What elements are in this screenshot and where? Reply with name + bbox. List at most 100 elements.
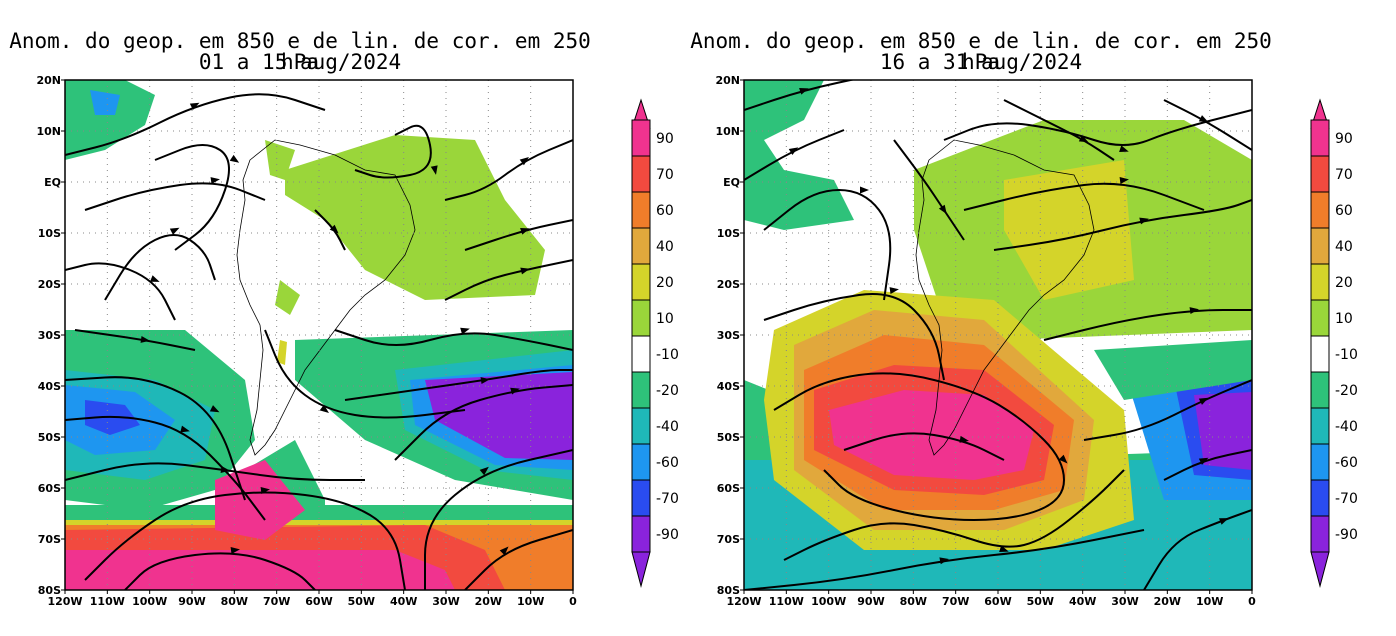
- colorbar-label: -40: [1335, 419, 1358, 435]
- lon-label: 50W: [1027, 595, 1054, 608]
- streamline: [1083, 379, 1252, 441]
- streamline-arrow: [1139, 217, 1149, 225]
- colorbar-label: 90: [1335, 131, 1353, 147]
- lat-label: 10S: [38, 227, 61, 240]
- streamline: [424, 449, 573, 590]
- lat-label: EQ: [723, 176, 740, 189]
- streamline-arrow: [230, 547, 240, 554]
- streamline: [84, 182, 266, 211]
- lon-label: 80W: [221, 595, 248, 608]
- streamline-arrow: [480, 377, 490, 385]
- colorbar-segment: [1310, 299, 1330, 337]
- lat-label: 10S: [717, 227, 740, 240]
- streamline: [1163, 99, 1252, 151]
- streamline-arrow: [1198, 457, 1209, 465]
- streamline: [744, 529, 1145, 590]
- streamline-arrow: [1198, 397, 1209, 405]
- colorbar-segment: [1310, 407, 1330, 445]
- streamline-arrow: [140, 335, 150, 343]
- colorbar-label: 40: [1335, 239, 1353, 255]
- streamline: [993, 199, 1252, 251]
- colorbar-segment: [1310, 227, 1330, 265]
- colorbar-label: -60: [1335, 455, 1358, 471]
- lon-label: 30W: [1111, 595, 1138, 608]
- streamline: [1043, 309, 1252, 341]
- lon-label: 60W: [305, 595, 332, 608]
- colorbar-segment: [631, 227, 651, 265]
- streamline-arrow: [209, 405, 220, 413]
- streamline-arrow: [1119, 145, 1129, 153]
- colorbar-segment: [1310, 335, 1330, 373]
- lon-label: 90W: [857, 595, 884, 608]
- streamline-arrow: [520, 267, 530, 275]
- streamline: [963, 182, 1205, 211]
- anomaly-shade: [1194, 392, 1252, 470]
- lon-label: 100W: [132, 595, 167, 608]
- lon-label: 120W: [47, 595, 82, 608]
- lon-label: 90W: [178, 595, 205, 608]
- colorbar-segment: [1310, 479, 1330, 517]
- streamline-arrow: [1058, 454, 1068, 464]
- colorbar-label: -20: [656, 383, 679, 399]
- streamline: [154, 144, 230, 251]
- anomaly-shade: [275, 280, 300, 315]
- lat-label: 20N: [715, 74, 740, 87]
- lon-label: 0: [569, 595, 577, 608]
- coastline: [915, 139, 1095, 456]
- streamline: [1163, 449, 1252, 481]
- lat-label: 80S: [38, 584, 61, 597]
- anomaly-map: 120W 110W 100W 90W 80W 70W 60W 50W 40W 30W 20W 10W 0…: [36, 74, 679, 608]
- lon-label: 100W: [811, 595, 846, 608]
- colorbar-label: 70: [656, 167, 674, 183]
- anomaly-shade: [425, 372, 573, 460]
- anomaly-shade: [1094, 340, 1252, 400]
- streamline: [444, 259, 573, 301]
- lat-label: 10N: [36, 125, 61, 138]
- anomaly-map: 120W 110W 100W 90W 80W 70W 60W 50W 40W 30W 20W 10W 0…: [715, 74, 1358, 608]
- colorbar-label: -10: [1335, 347, 1358, 363]
- lat-label: 30S: [717, 329, 740, 342]
- colorbar-segment: [631, 371, 651, 409]
- lat-label: 70S: [38, 533, 61, 546]
- streamline: [773, 372, 1066, 522]
- anomaly-shade: [65, 550, 455, 590]
- colorbar-label: -90: [1335, 527, 1358, 543]
- coastline: [236, 139, 416, 456]
- streamline: [334, 329, 573, 351]
- gridlines: [65, 80, 573, 590]
- lon-label: 30W: [432, 595, 459, 608]
- streamline-arrow: [999, 545, 1009, 553]
- streamline-arrow: [959, 435, 969, 443]
- map-panel-right: Anom. do geop. em 850 e de lin. de cor. …: [690, 0, 1396, 636]
- lat-label: 80S: [717, 584, 740, 597]
- streamline-arrow: [938, 204, 947, 215]
- streamline: [104, 234, 216, 301]
- streamline-arrow: [510, 387, 520, 395]
- colorbar-label: -70: [1335, 491, 1358, 507]
- colorbar-segment: [631, 407, 651, 445]
- streamline-arrow: [210, 177, 220, 185]
- anomaly-shade: [90, 90, 120, 115]
- lon-label: 60W: [984, 595, 1011, 608]
- lat-label: 60S: [717, 482, 740, 495]
- streamline-arrow: [229, 154, 240, 163]
- streamline: [65, 376, 246, 501]
- streamline: [444, 139, 573, 201]
- colorbar-segment: [631, 335, 651, 373]
- streamline-arrow: [519, 157, 530, 166]
- streamline: [843, 432, 1005, 461]
- colorbar-segment: [1310, 371, 1330, 409]
- streamline-arrow: [169, 227, 180, 235]
- anomaly-shade: [65, 80, 155, 160]
- colorbar-label: -40: [656, 419, 679, 435]
- colorbar-segment: [1310, 155, 1330, 193]
- colorbar-cap: [631, 551, 651, 588]
- lon-label: 20W: [1154, 595, 1181, 608]
- streamline: [354, 124, 432, 179]
- colorbar-segment: [631, 515, 651, 553]
- lat-label: 20S: [38, 278, 61, 291]
- colorbar-label: 70: [1335, 167, 1353, 183]
- streamline-arrow: [1198, 115, 1209, 123]
- colorbar-segment: [631, 191, 651, 229]
- colorbar-label: -70: [656, 491, 679, 507]
